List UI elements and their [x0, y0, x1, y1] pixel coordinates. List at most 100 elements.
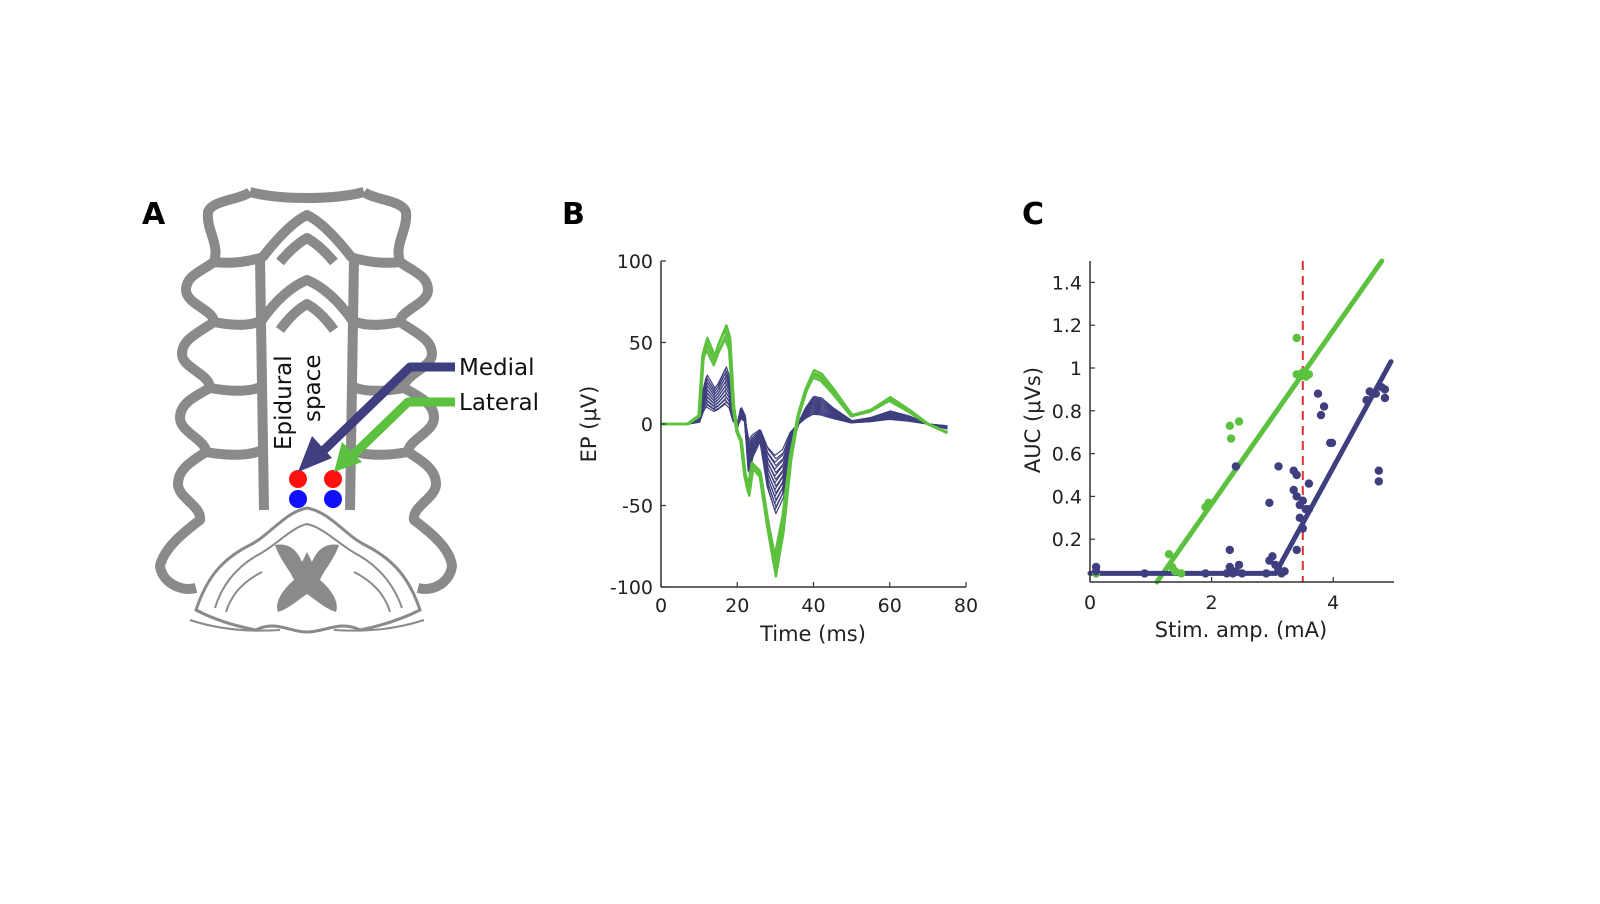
canal-right — [345, 253, 401, 511]
medial-point — [1292, 545, 1301, 555]
lateral-label: Lateral — [459, 390, 539, 416]
medial-point — [1304, 479, 1314, 488]
cord-base — [189, 619, 425, 632]
medial-point — [1374, 477, 1384, 486]
b-ticks: 0 20 40 60 80 -100 -50 0 50 100 — [610, 251, 978, 617]
spinous-process-2 — [257, 275, 357, 323]
medial-point — [1304, 505, 1314, 514]
lateral-trace — [661, 324, 949, 578]
vertebra-top — [248, 187, 366, 203]
c-x-tick-label: 0 — [1084, 592, 1096, 614]
medial-point — [1289, 485, 1298, 495]
b-y-tick-label: 50 — [629, 333, 653, 355]
auc-scatter-chart: 0 2 4 0.2 0.4 0.6 0.8 1 1.2 1.4 Stim. amp. (mA) A… — [1021, 258, 1394, 642]
canal-left — [213, 253, 269, 511]
medial-point — [1295, 513, 1305, 522]
b-x-tick-label: 0 — [655, 595, 667, 617]
medial-arrow — [298, 362, 455, 472]
lateral-point — [1164, 550, 1174, 559]
c-y-tick-label: 1 — [1070, 358, 1082, 380]
medial-label: Medial — [459, 355, 534, 381]
b-x-tick-label: 80 — [954, 595, 978, 617]
panel-b-letter: B — [562, 197, 585, 232]
medial-trace — [661, 366, 948, 515]
medial-point — [1362, 395, 1371, 405]
medial-point — [1371, 389, 1381, 398]
ep-waveform-chart: 0 20 40 60 80 -100 -50 0 50 100 Time (ms) EP (μV) — [577, 251, 978, 646]
medial-point — [1380, 385, 1390, 394]
lamina-1 — [276, 233, 338, 266]
space-label: space — [300, 355, 326, 422]
c-y-tick-label: 1.4 — [1052, 272, 1082, 294]
b-x-tick-label: 20 — [725, 595, 749, 617]
lateral-point — [1292, 333, 1301, 343]
b-y-tick-label: -100 — [610, 577, 653, 599]
ep-traces — [661, 324, 949, 578]
medial-point — [1237, 569, 1247, 578]
vertebra-outline-left — [155, 187, 254, 594]
medial-point — [1268, 552, 1277, 561]
lateral-trace — [661, 328, 947, 571]
medial-point — [1234, 560, 1244, 570]
medial-point — [1316, 410, 1326, 420]
crossbar — [349, 315, 401, 330]
medial-point — [1274, 462, 1283, 471]
b-x-tick-label: 60 — [878, 595, 902, 617]
c-x-tick-label: 4 — [1327, 592, 1339, 614]
epidural-label: Epidural — [271, 355, 297, 450]
crossbar — [205, 445, 265, 460]
c-y-tick-label: 0.2 — [1052, 529, 1082, 551]
lamina-2 — [275, 299, 339, 333]
medial-point — [1265, 498, 1274, 507]
electrode-medial-red — [289, 470, 307, 488]
medial-point — [1262, 569, 1271, 578]
lateral-point — [1167, 562, 1177, 572]
c-y-tick-label: 0.6 — [1052, 444, 1082, 466]
c-ticks: 0 2 4 0.2 0.4 0.6 0.8 1 1.2 1.4 — [1052, 272, 1339, 614]
lateral-trace — [661, 333, 948, 564]
b-y-axis-label: EP (μV) — [577, 386, 601, 463]
medial-point — [1327, 438, 1337, 448]
fit-lines — [1087, 258, 1394, 585]
medial-point — [1231, 462, 1241, 471]
cord-inner — [214, 522, 403, 609]
vertebral-column — [155, 187, 457, 594]
root-left — [225, 571, 263, 613]
c-y-tick-label: 0.4 — [1052, 486, 1082, 508]
b-y-tick-label: 0 — [641, 414, 653, 436]
c-y-tick-label: 1.2 — [1052, 315, 1082, 337]
lateral-fit-line — [1154, 258, 1385, 585]
lateral-point — [1204, 498, 1213, 507]
panel-c-letter: C — [1022, 197, 1044, 232]
c-y-axis-label: AUC (μVs) — [1021, 367, 1045, 473]
medial-point — [1201, 569, 1210, 578]
b-x-axis-label: Time (ms) — [759, 622, 866, 646]
lateral-point — [1226, 434, 1236, 443]
medial-point — [1222, 569, 1232, 578]
root-right — [353, 571, 391, 613]
crossbar — [349, 381, 405, 396]
lateral-point — [1234, 417, 1244, 426]
medial-trace — [661, 368, 947, 511]
medial-point — [1280, 567, 1289, 576]
lateral-point — [1225, 421, 1235, 430]
medial-trace — [661, 392, 948, 474]
lateral-arrow — [334, 397, 455, 472]
c-x-tick-label: 2 — [1206, 592, 1218, 614]
b-x-tick-label: 40 — [801, 595, 825, 617]
c-y-tick-label: 0.8 — [1052, 401, 1082, 423]
crossbar — [209, 381, 265, 396]
b-y-tick-label: -50 — [622, 496, 653, 518]
scatter-points — [1091, 333, 1390, 578]
panel-a-letter: A — [142, 197, 166, 232]
medial-point — [1298, 496, 1308, 505]
medial-point — [1319, 402, 1329, 411]
spinal-cord-section — [189, 506, 425, 634]
medial-point — [1380, 393, 1390, 403]
medial-point — [1140, 569, 1149, 578]
lateral-point — [1304, 370, 1314, 379]
crossbar — [213, 315, 265, 330]
medial-point — [1292, 470, 1301, 480]
gray-matter — [275, 544, 339, 612]
